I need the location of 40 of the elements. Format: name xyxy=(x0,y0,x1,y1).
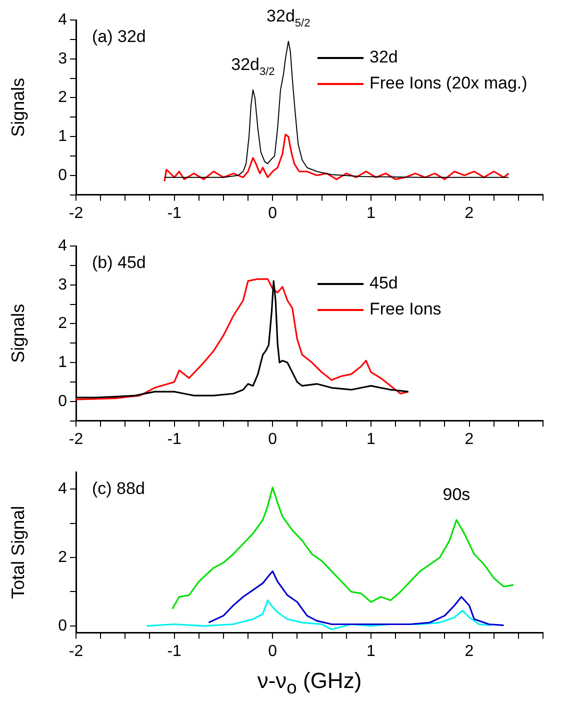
x-tick-label: -1 xyxy=(167,642,182,660)
x-tick-label: 1 xyxy=(366,430,376,448)
annotation: (a) 32d xyxy=(92,27,146,46)
y-axis-title: Total Signal xyxy=(8,506,28,599)
y-tick-label: 0 xyxy=(58,617,68,634)
y-tick-label: 2 xyxy=(58,548,68,566)
legend-label: Free Ions (20x mag.) xyxy=(370,74,528,93)
legend-label: 32d xyxy=(370,48,398,67)
x-tick-label: 2 xyxy=(464,642,474,660)
y-tick-label: 2 xyxy=(58,315,68,332)
x-tick-label: -2 xyxy=(68,204,84,222)
annotation: 90s xyxy=(442,484,470,504)
legend-label: Free Ions xyxy=(370,300,442,319)
legend-label: 45d xyxy=(370,274,398,293)
x-tick-label: -1 xyxy=(167,430,182,448)
y-tick-label: 1 xyxy=(58,354,68,371)
x-tick-label: 1 xyxy=(366,642,376,660)
y-axis-title: Signals xyxy=(8,78,28,137)
y-tick-label: 3 xyxy=(58,50,68,68)
y-tick-label: 4 xyxy=(58,237,68,254)
annotation: (c) 88d xyxy=(92,479,145,498)
x-tick-label: 1 xyxy=(366,204,376,222)
y-tick-label: 1 xyxy=(58,128,68,145)
x-tick-label: 2 xyxy=(464,204,474,222)
x-tick-label: 0 xyxy=(268,204,278,222)
x-tick-label: -2 xyxy=(68,430,84,448)
y-tick-label: 0 xyxy=(58,392,68,410)
y-axis-title: Signals xyxy=(8,304,28,363)
y-tick-label: 3 xyxy=(58,276,68,294)
x-tick-label: 0 xyxy=(268,430,278,448)
y-tick-label: 0 xyxy=(58,166,68,184)
x-axis-title: ν-ν$_{o}$ (GHz) xyxy=(256,668,363,698)
x-tick-label: -2 xyxy=(68,642,84,660)
y-tick-label: 4 xyxy=(58,11,68,28)
x-tick-label: 2 xyxy=(464,430,474,448)
annotation: (b) 45d xyxy=(92,253,146,272)
y-tick-label: 4 xyxy=(58,480,68,498)
y-tick-label: 2 xyxy=(58,89,68,106)
x-tick-label: -1 xyxy=(167,204,182,222)
x-tick-label: 0 xyxy=(268,642,278,660)
